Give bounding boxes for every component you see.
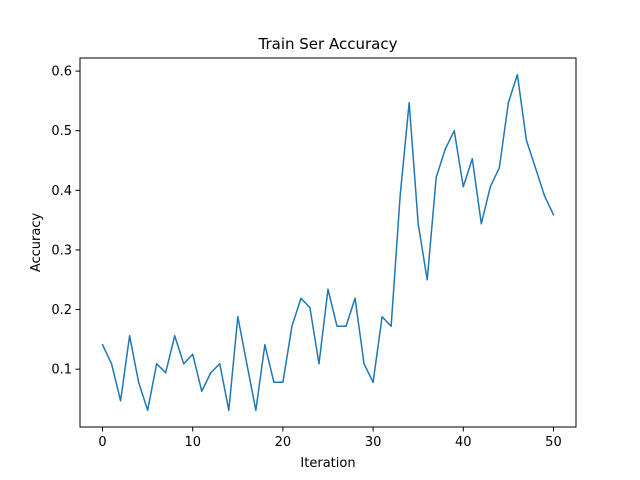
data-point: [129, 335, 131, 337]
x-tick-label: 20: [275, 435, 292, 450]
data-point: [174, 335, 176, 337]
data-point: [192, 353, 194, 355]
data-point: [273, 381, 275, 383]
y-tick-label: 0.5: [51, 124, 72, 139]
data-point: [507, 102, 509, 104]
x-tick-label: 10: [184, 435, 201, 450]
data-point: [498, 167, 500, 169]
data-point: [444, 148, 446, 150]
data-point: [480, 223, 482, 225]
x-axis-ticks: 0 10 20 30 40 50: [98, 427, 562, 450]
data-point: [471, 158, 473, 160]
data-point: [336, 325, 338, 327]
data-point: [345, 325, 347, 327]
data-point: [354, 297, 356, 299]
y-tick-label: 0.1: [51, 363, 72, 378]
data-point: [255, 409, 257, 411]
data-point: [201, 390, 203, 392]
data-point: [363, 363, 365, 365]
data-point: [462, 186, 464, 188]
data-point: [435, 176, 437, 178]
data-point: [110, 363, 113, 365]
data-point: [408, 102, 410, 104]
data-point: [309, 307, 311, 309]
y-tick-label: 0.4: [51, 184, 72, 199]
data-point: [318, 363, 320, 365]
x-axis-label: Iteration: [300, 456, 355, 471]
data-point: [138, 381, 140, 383]
series-layer: [101, 73, 555, 412]
data-point: [390, 325, 392, 327]
data-point: [300, 297, 302, 299]
chart-title: Train Ser Accuracy: [258, 35, 398, 53]
plot-area-frame: [79, 57, 577, 428]
data-point: [246, 363, 248, 365]
data-point: [119, 400, 122, 402]
data-point: [381, 316, 383, 318]
x-tick-label: 40: [455, 435, 472, 450]
y-tick-label: 0.6: [51, 65, 72, 80]
data-point: [516, 74, 518, 76]
data-point: [228, 409, 230, 411]
data-point: [552, 214, 555, 216]
y-axis-ticks: 0.1 0.2 0.3 0.4 0.5 0.6: [51, 65, 80, 378]
data-point: [147, 409, 149, 411]
data-point: [210, 372, 212, 374]
x-tick-label: 50: [545, 435, 562, 450]
data-point: [219, 363, 221, 365]
data-point: [534, 167, 537, 169]
data-point: [426, 279, 428, 281]
data-point: [183, 363, 185, 365]
data-point: [291, 325, 293, 327]
data-point: [156, 363, 158, 365]
data-point: [417, 223, 419, 225]
data-point: [453, 130, 455, 132]
data-point: [165, 372, 167, 374]
data-point: [282, 381, 284, 383]
data-point: [101, 344, 104, 346]
y-tick-label: 0.3: [51, 243, 72, 258]
x-tick-label: 0: [98, 435, 106, 450]
data-point: [237, 316, 239, 318]
x-tick-label: 30: [365, 435, 382, 450]
data-point: [264, 344, 266, 346]
data-point: [327, 288, 329, 290]
data-point: [525, 139, 528, 141]
data-point: [489, 186, 491, 188]
y-tick-label: 0.2: [51, 303, 72, 318]
data-point: [399, 195, 401, 197]
y-axis-label: Accuracy: [29, 213, 44, 273]
data-point: [372, 381, 374, 383]
data-point: [543, 195, 546, 197]
